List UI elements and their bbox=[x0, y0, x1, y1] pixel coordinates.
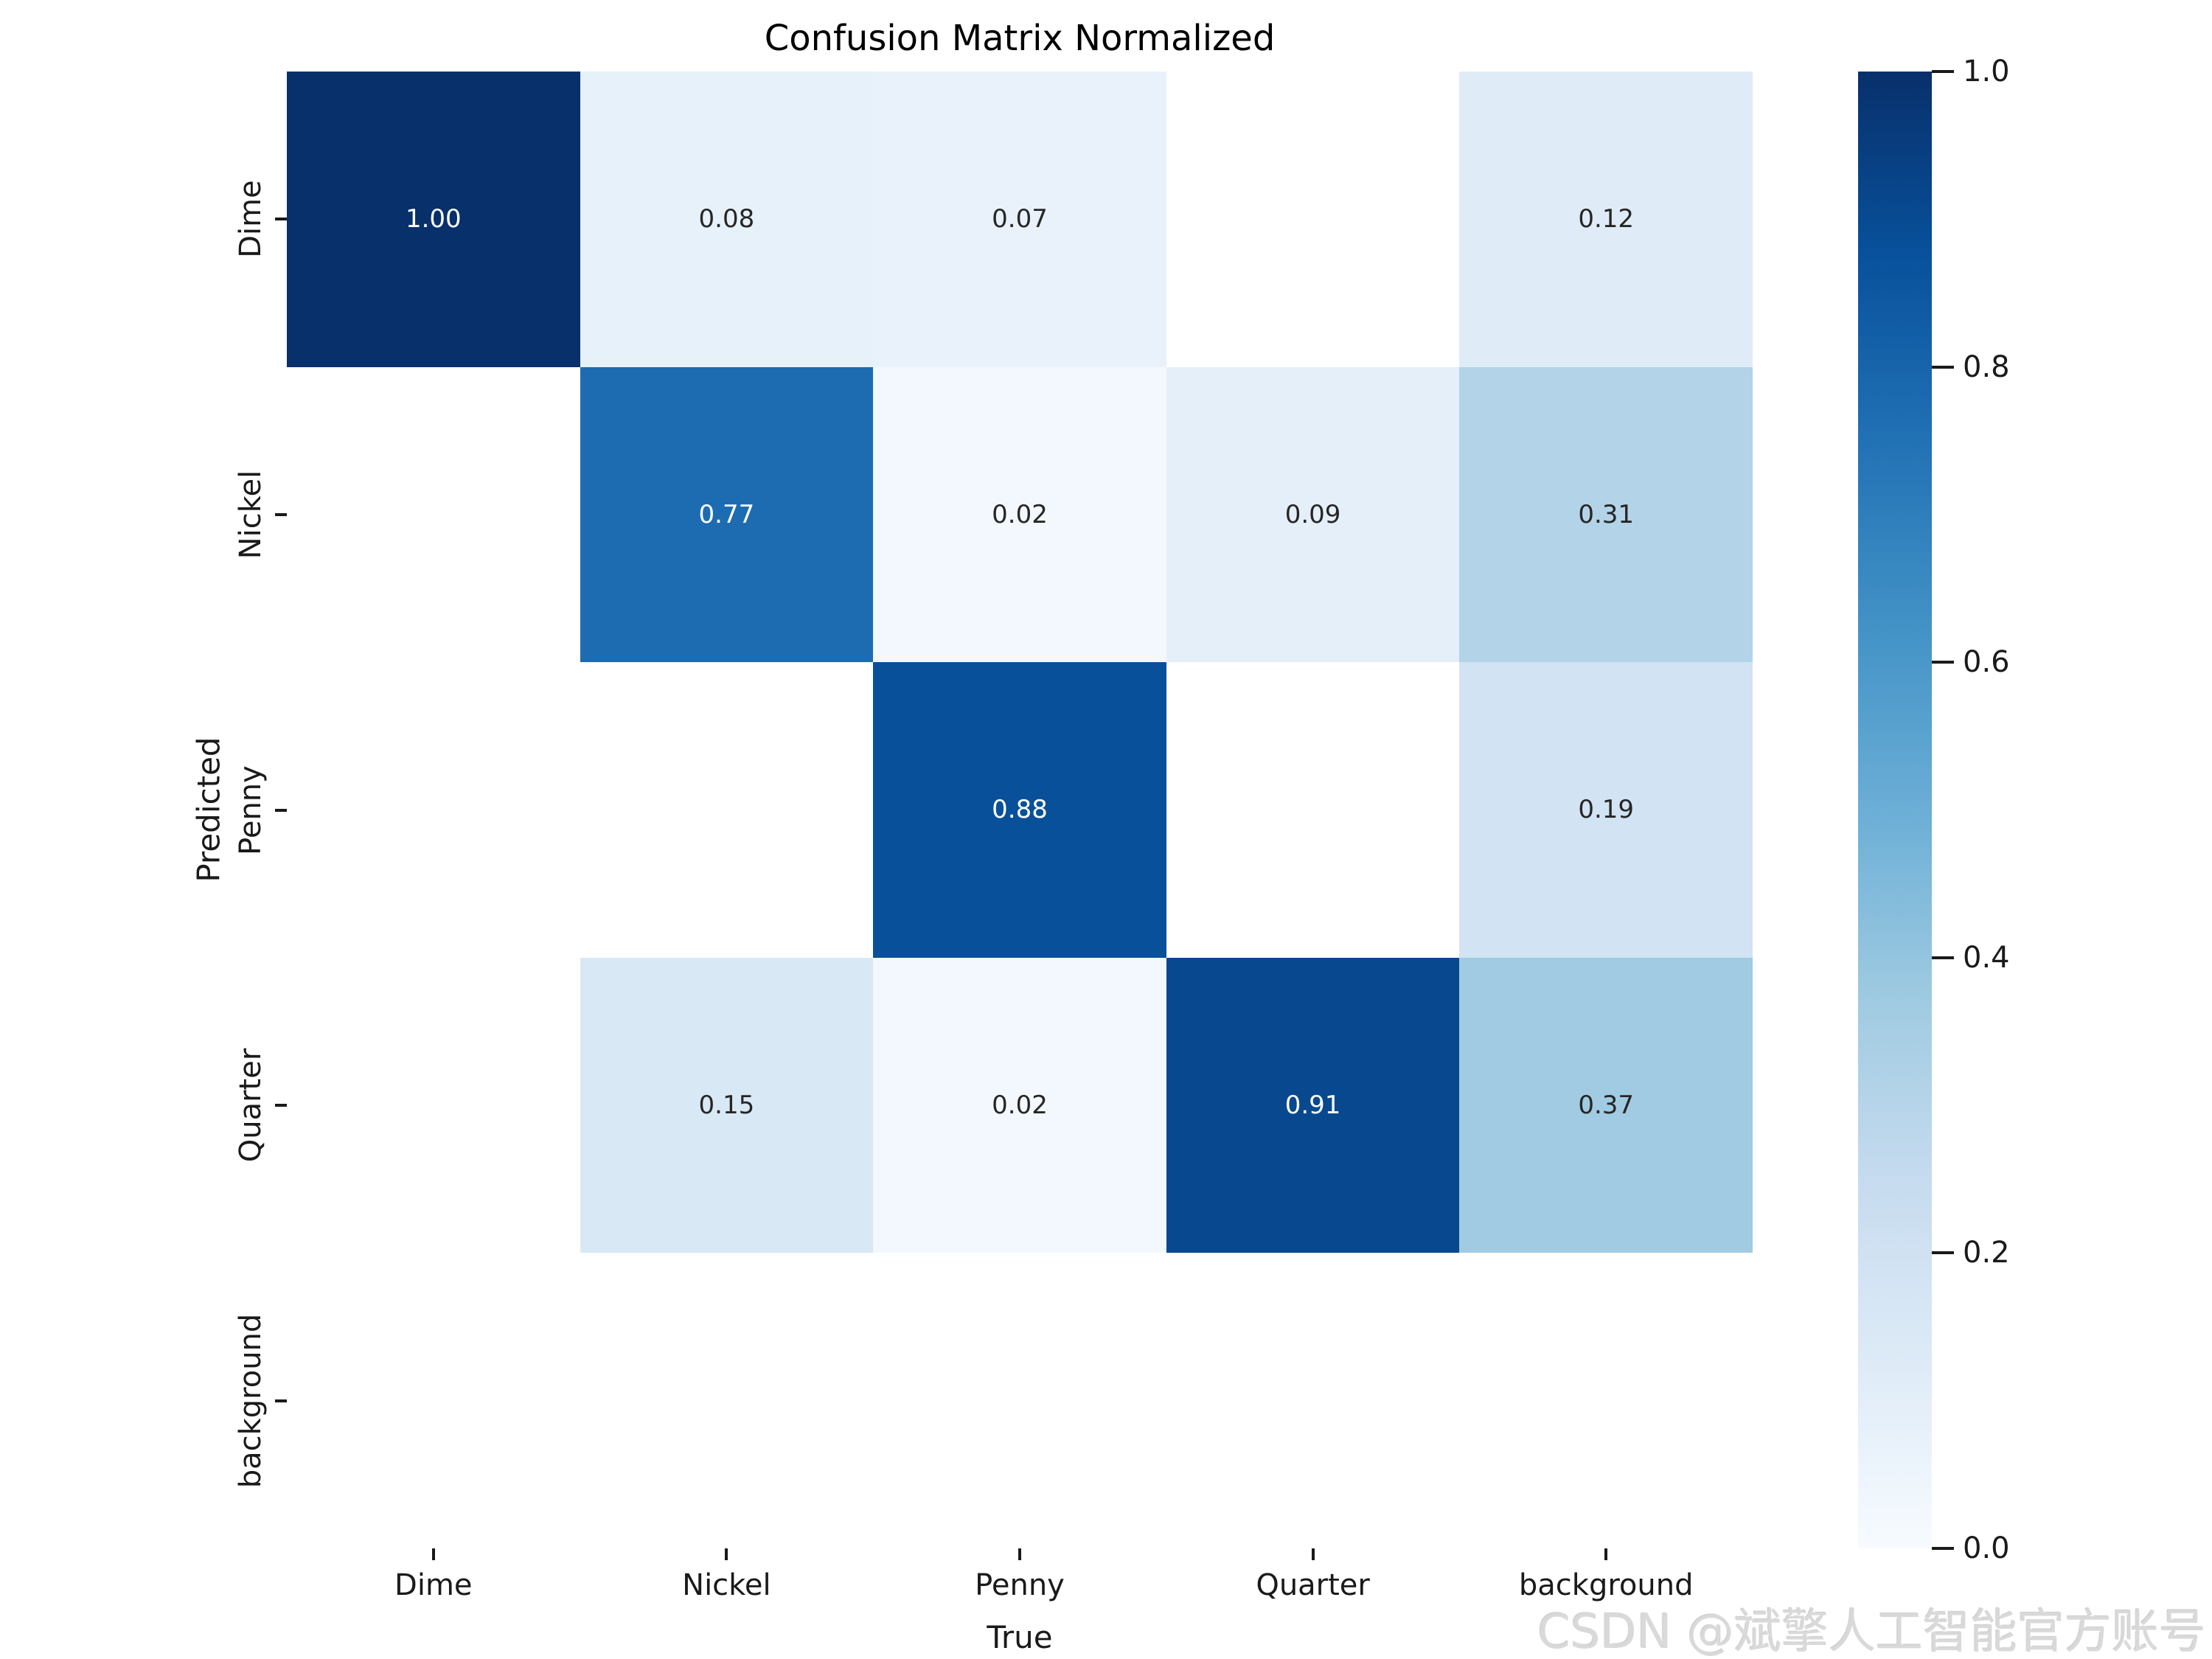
heatmap-cell: 0.77 bbox=[580, 366, 874, 663]
x-axis-tick bbox=[1311, 1548, 1315, 1560]
cell-value: 0.07 bbox=[992, 204, 1048, 234]
heatmap-cell: 0.31 bbox=[1459, 366, 1753, 663]
x-tick-label: Penny bbox=[975, 1568, 1065, 1602]
heatmap-grid: 1.00 0.08 0.07 0.12 0.77 0.02 0.09 0.31 0.88 0.19… bbox=[287, 72, 1753, 1548]
colorbar-tick-label: 0.0 bbox=[1963, 1531, 2010, 1565]
heatmap-cell: 0.08 bbox=[580, 72, 874, 367]
heatmap-cell bbox=[287, 366, 580, 663]
x-tick-label: Quarter bbox=[1256, 1568, 1370, 1602]
x-axis-tick bbox=[1018, 1548, 1021, 1560]
heatmap-cell bbox=[1166, 72, 1460, 367]
y-axis-tick bbox=[275, 808, 287, 812]
x-tick-label: Nickel bbox=[682, 1568, 771, 1602]
y-tick-label: Nickel bbox=[234, 470, 268, 560]
cell-value: 0.02 bbox=[992, 1091, 1048, 1121]
y-axis-tick bbox=[275, 512, 287, 516]
y-axis-tick bbox=[275, 1104, 287, 1107]
x-axis-label: True bbox=[987, 1619, 1053, 1655]
chart-title: Confusion Matrix Normalized bbox=[764, 18, 1276, 59]
heatmap-cell: 0.09 bbox=[1166, 366, 1460, 663]
heatmap-cell: 0.19 bbox=[1459, 662, 1753, 958]
heatmap-cell: 0.12 bbox=[1459, 72, 1753, 367]
colorbar-tick-label: 1.0 bbox=[1963, 55, 2010, 88]
colorbar-tick bbox=[1932, 70, 1954, 73]
cell-value: 0.15 bbox=[698, 1091, 755, 1121]
heatmap-cell bbox=[287, 957, 580, 1253]
heatmap-cell: 0.02 bbox=[873, 957, 1166, 1253]
colorbar-tick bbox=[1932, 1547, 1954, 1550]
y-tick-label: Penny bbox=[234, 765, 268, 855]
colorbar-tick bbox=[1932, 1251, 1954, 1255]
x-axis-tick bbox=[725, 1548, 728, 1560]
cell-value: 0.31 bbox=[1578, 499, 1635, 529]
y-axis-tick bbox=[275, 218, 287, 221]
y-axis-tick bbox=[275, 1399, 287, 1402]
cell-value: 0.88 bbox=[992, 795, 1048, 825]
colorbar-tick-label: 0.2 bbox=[1963, 1236, 2010, 1270]
heatmap-cell: 0.07 bbox=[873, 72, 1166, 367]
cell-value: 1.00 bbox=[405, 204, 462, 234]
cell-value: 0.37 bbox=[1578, 1091, 1635, 1121]
heatmap-cell: 0.02 bbox=[873, 366, 1166, 663]
colorbar-tick-label: 0.8 bbox=[1963, 349, 2010, 384]
heatmap-cell bbox=[1166, 662, 1460, 958]
heatmap-cell bbox=[1166, 1253, 1460, 1548]
colorbar-tick-label: 0.4 bbox=[1963, 940, 2010, 975]
x-axis-tick bbox=[1604, 1548, 1608, 1560]
y-tick-label: background bbox=[234, 1313, 268, 1488]
heatmap-cell bbox=[873, 1253, 1166, 1548]
heatmap-cell: 0.37 bbox=[1459, 957, 1753, 1253]
heatmap-cell: 0.91 bbox=[1166, 957, 1460, 1253]
x-tick-label: background bbox=[1518, 1568, 1694, 1602]
watermark: CSDN @斌擎人工智能官方账号 bbox=[1537, 1605, 2206, 1659]
cell-value: 0.91 bbox=[1284, 1091, 1341, 1121]
x-tick-label: Dime bbox=[394, 1568, 473, 1602]
y-tick-label: Dime bbox=[234, 180, 268, 259]
y-axis-label: Predicted bbox=[190, 737, 227, 883]
heatmap-cell bbox=[287, 662, 580, 958]
heatmap-cell bbox=[1459, 1253, 1753, 1548]
cell-value: 0.77 bbox=[698, 499, 755, 529]
cell-value: 0.19 bbox=[1578, 795, 1635, 825]
y-tick-label: Quarter bbox=[234, 1048, 268, 1163]
cell-value: 0.09 bbox=[1284, 499, 1341, 529]
colorbar-tick bbox=[1932, 365, 1954, 369]
heatmap-cell bbox=[287, 1253, 580, 1548]
colorbar-gradient bbox=[1858, 72, 1932, 1548]
heatmap-cell: 0.15 bbox=[580, 957, 874, 1253]
cell-value: 0.02 bbox=[992, 499, 1048, 529]
colorbar-tick bbox=[1932, 661, 1954, 664]
heatmap-cell: 1.00 bbox=[287, 72, 580, 367]
x-axis-tick bbox=[431, 1548, 435, 1560]
colorbar-tick-label: 0.6 bbox=[1963, 645, 2010, 680]
heatmap-cell bbox=[580, 1253, 874, 1548]
heatmap-cell bbox=[580, 662, 874, 958]
heatmap-cell: 0.88 bbox=[873, 662, 1166, 958]
colorbar-tick bbox=[1932, 956, 1954, 959]
cell-value: 0.12 bbox=[1578, 204, 1635, 234]
cell-value: 0.08 bbox=[698, 204, 755, 234]
